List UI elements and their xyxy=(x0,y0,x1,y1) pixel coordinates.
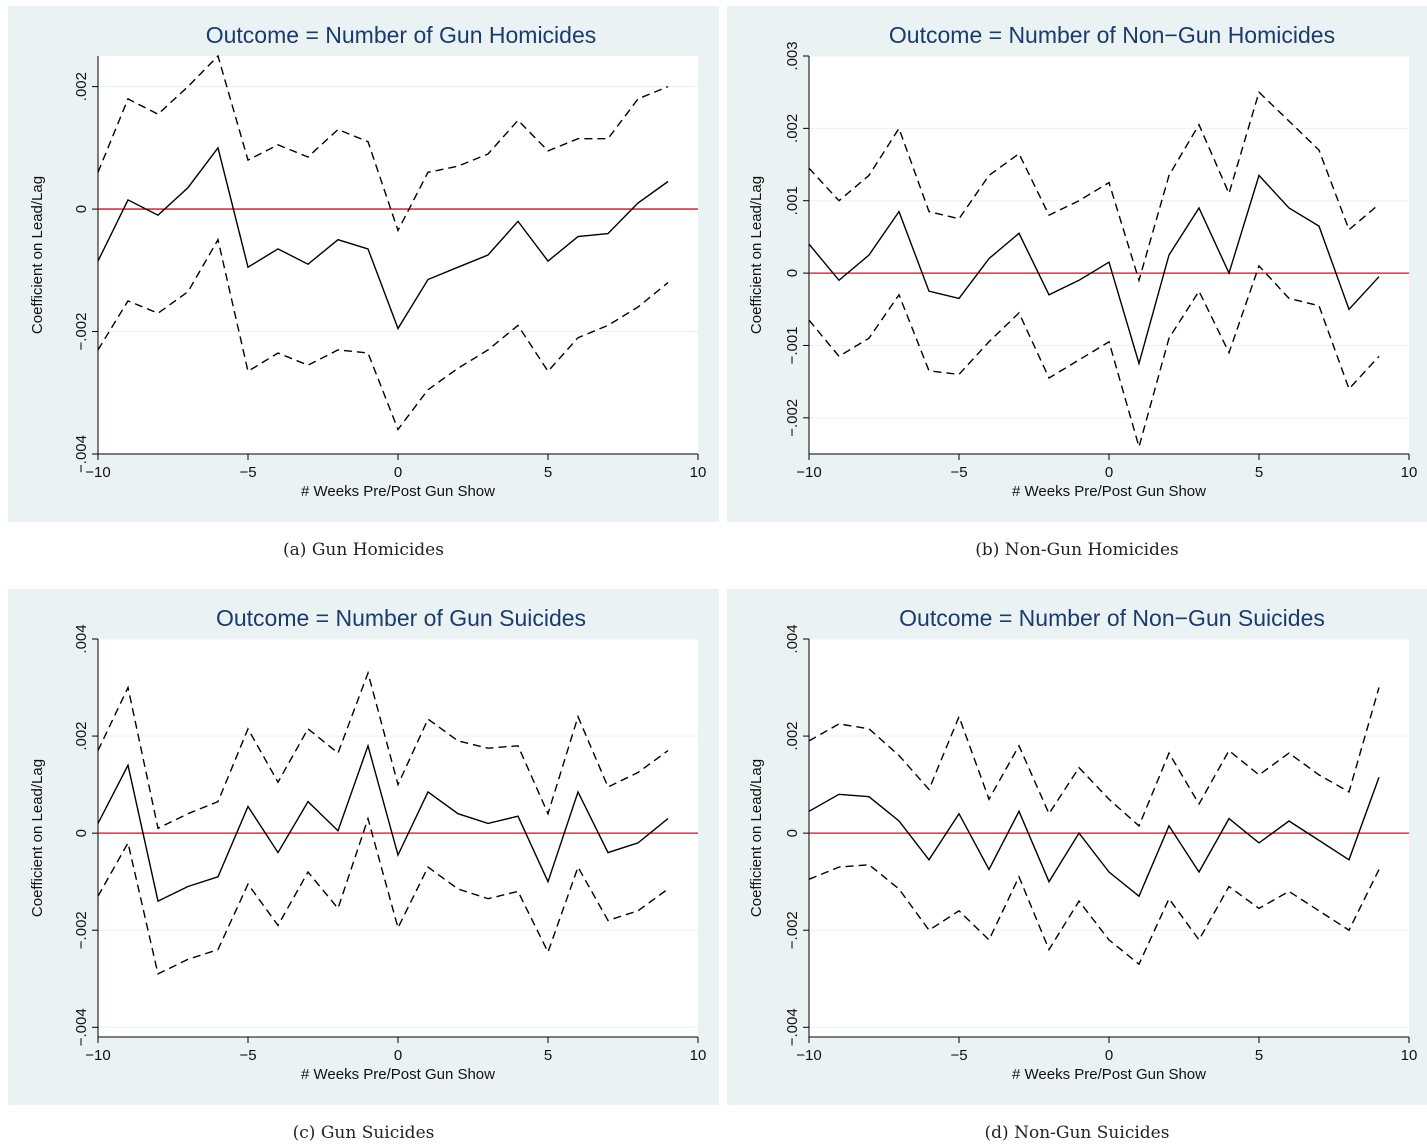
y-tick-label: 0 xyxy=(73,205,90,213)
chart-panel-c: −10 −5 0 5 10 −.004 −.002 0 .002 .004 Outcome = Nu… xyxy=(8,589,719,1145)
upper-ci-line xyxy=(97,54,669,233)
plot-region xyxy=(809,639,1409,1037)
chart-caption-d: (d) Non-Gun Suicides xyxy=(984,1123,1170,1143)
chart-caption-b: (b) Non-Gun Homicides xyxy=(975,540,1179,560)
x-axis-label: # Weeks Pre/Post Gun Show xyxy=(301,483,495,500)
chart-caption-c: (c) Gun Suicides xyxy=(292,1123,435,1143)
y-tick-label: −.004 xyxy=(73,1008,90,1046)
y-tick-label: −.004 xyxy=(784,1008,801,1046)
x-axis-label: # Weeks Pre/Post Gun Show xyxy=(1012,483,1206,500)
x-tick-label: 10 xyxy=(690,464,707,481)
chart-plot-area-a: −10 −5 0 5 10 −.004 −.002 0 .002 Outcome = Number… xyxy=(8,6,719,522)
y-tick-label: 0 xyxy=(784,829,801,837)
chart-caption-a: (a) Gun Homicides xyxy=(283,540,444,560)
y-tick-label: −.002 xyxy=(73,911,90,949)
x-tick-label: −10 xyxy=(85,464,110,481)
plot-region xyxy=(98,56,698,454)
y-axis-label: Coefficient on Lead/Lag xyxy=(748,759,765,917)
chart-svg-b: −10 −5 0 5 10 −.002 −.001 0 .001 .002 .003 Outcome … xyxy=(748,22,1418,500)
y-tick-label: .002 xyxy=(784,114,801,143)
upper-ci-line xyxy=(808,687,1380,828)
chart-panel-a: −10 −5 0 5 10 −.004 −.002 0 .002 Outcome = Number… xyxy=(8,6,719,566)
x-tick-label: −5 xyxy=(950,464,967,481)
chart-plot-area-b: −10 −5 0 5 10 −.002 −.001 0 .001 .002 .003 Outcome … xyxy=(727,6,1427,522)
x-tick-label: −5 xyxy=(239,464,256,481)
lower-ci-line xyxy=(97,237,669,431)
y-tick-label: .004 xyxy=(73,624,90,653)
x-tick-label: 5 xyxy=(1255,464,1263,481)
x-axis-label: # Weeks Pre/Post Gun Show xyxy=(301,1066,495,1083)
y-tick-label: −.002 xyxy=(784,399,801,437)
x-tick-label: 0 xyxy=(1105,464,1113,481)
chart-svg-d: −10 −5 0 5 10 −.004 −.002 0 .002 .004 Outcome = Nu… xyxy=(748,605,1418,1083)
plot-region xyxy=(809,56,1409,454)
x-tick-label: 10 xyxy=(690,1047,707,1064)
chart-plot-area-d: −10 −5 0 5 10 −.004 −.002 0 .002 .004 Outcome = Nu… xyxy=(727,589,1427,1105)
x-tick-label: −10 xyxy=(796,464,821,481)
chart-plot-area-c: −10 −5 0 5 10 −.004 −.002 0 .002 .004 Outcome = Nu… xyxy=(8,589,719,1105)
y-axis-label: Coefficient on Lead/Lag xyxy=(29,176,46,334)
lower-ci-line xyxy=(808,863,1380,966)
chart-title: Outcome = Number of Gun Suicides xyxy=(216,605,586,631)
y-tick-label: .004 xyxy=(784,624,801,653)
x-tick-label: 5 xyxy=(544,464,552,481)
y-tick-label: .002 xyxy=(784,721,801,750)
y-tick-label: .002 xyxy=(73,72,90,101)
x-tick-label: 5 xyxy=(544,1047,552,1064)
x-tick-label: 5 xyxy=(1255,1047,1263,1064)
x-tick-label: −5 xyxy=(950,1047,967,1064)
y-tick-label: −.002 xyxy=(73,313,90,351)
estimate-line xyxy=(97,743,669,903)
y-tick-label: 0 xyxy=(784,269,801,277)
chart-panel-b: −10 −5 0 5 10 −.002 −.001 0 .001 .002 .003 Outcome … xyxy=(727,6,1427,566)
chart-title: Outcome = Number of Non−Gun Suicides xyxy=(899,605,1325,631)
estimate-line xyxy=(97,146,669,331)
y-tick-label: −.002 xyxy=(784,911,801,949)
chart-title: Outcome = Number of Non−Gun Homicides xyxy=(889,22,1335,48)
y-axis-label: Coefficient on Lead/Lag xyxy=(748,176,765,334)
x-tick-label: 10 xyxy=(1401,1047,1418,1064)
y-tick-label: 0 xyxy=(73,829,90,837)
x-tick-label: 0 xyxy=(394,1047,402,1064)
chart-panel-d: −10 −5 0 5 10 −.004 −.002 0 .002 .004 Outcome = Nu… xyxy=(727,589,1427,1145)
chart-title: Outcome = Number of Gun Homicides xyxy=(206,22,597,48)
chart-svg-a: −10 −5 0 5 10 −.004 −.002 0 .002 Outcome = Number… xyxy=(29,22,707,500)
lower-ci-line xyxy=(97,816,669,975)
chart-svg-c: −10 −5 0 5 10 −.004 −.002 0 .002 .004 Outcome = Nu… xyxy=(29,605,707,1083)
plot-region xyxy=(98,639,698,1037)
x-tick-label: −10 xyxy=(796,1047,821,1064)
y-tick-label: −.001 xyxy=(784,326,801,364)
x-axis-label: # Weeks Pre/Post Gun Show xyxy=(1012,1066,1206,1083)
x-tick-label: −5 xyxy=(239,1047,256,1064)
x-tick-label: 0 xyxy=(394,464,402,481)
y-tick-label: .002 xyxy=(73,721,90,750)
x-tick-label: 10 xyxy=(1401,464,1418,481)
estimate-line xyxy=(808,777,1380,898)
x-tick-label: −10 xyxy=(85,1047,110,1064)
lower-ci-line xyxy=(808,264,1380,450)
y-tick-label: .001 xyxy=(784,186,801,215)
y-tick-label: −.004 xyxy=(73,435,90,473)
y-axis-label: Coefficient on Lead/Lag xyxy=(29,759,46,917)
y-tick-label: .003 xyxy=(784,41,801,70)
upper-ci-line xyxy=(97,670,669,830)
estimate-line xyxy=(808,174,1380,367)
x-tick-label: 0 xyxy=(1105,1047,1113,1064)
